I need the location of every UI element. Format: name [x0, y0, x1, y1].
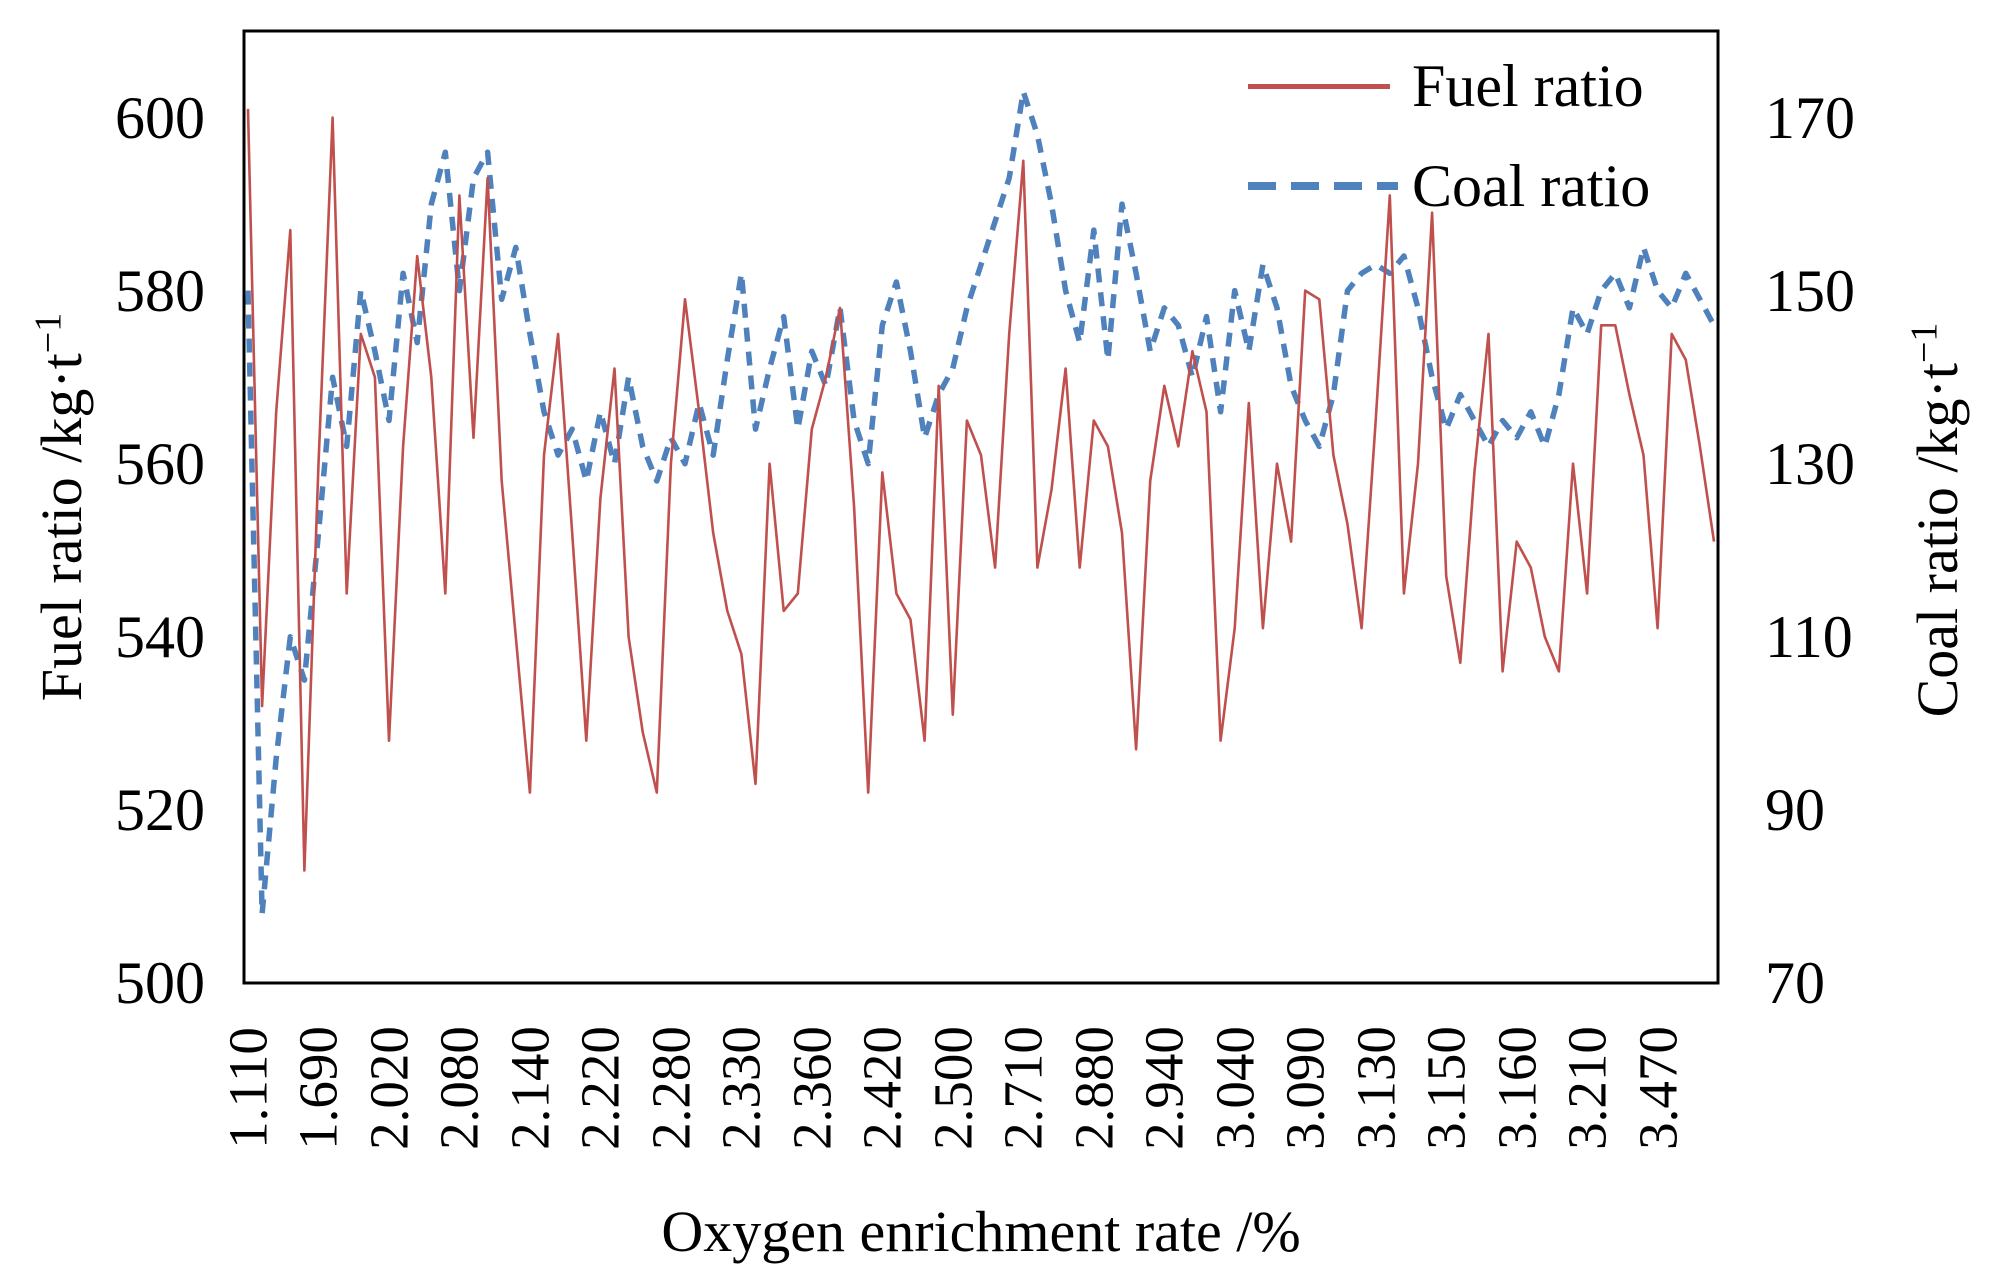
x-axis-tick-label: 3.210: [1556, 1026, 1618, 1150]
right-y-axis-tick-label: 170: [1765, 84, 1855, 151]
left-y-axis-title: Fuel ratio /kg·t−1: [28, 313, 94, 701]
plot-area-border: [242, 29, 1720, 985]
x-axis-tick-label: 2.330: [710, 1026, 772, 1150]
x-axis-tick-label: 3.130: [1345, 1026, 1407, 1150]
right-y-axis-tick-label: 110: [1765, 603, 1853, 670]
coal-ratio-line: [245, 88, 1717, 917]
x-axis-tick-label: 2.880: [1063, 1026, 1125, 1150]
x-axis-tick-label: 3.150: [1415, 1026, 1477, 1150]
left-y-axis-tick-label: 500: [115, 950, 205, 1016]
coal-ratio-legend-label: Coal ratio: [1412, 153, 1651, 219]
fuel-ratio-legend-line: [1248, 84, 1390, 89]
left-y-axis-title-text: Fuel ratio /kg·t: [29, 353, 94, 702]
right-y-axis-tick-label: 150: [1765, 257, 1855, 324]
x-axis-title: Oxygen enrichment rate /%: [661, 1199, 1301, 1264]
x-axis-tick-label: 2.420: [851, 1026, 913, 1150]
x-axis-tick-label: 3.160: [1486, 1026, 1548, 1150]
x-axis-tick-label: 2.710: [992, 1026, 1054, 1150]
fuel-ratio-line: [246, 108, 1716, 872]
right-y-axis-tick-label: 90: [1765, 776, 1825, 843]
fuel-ratio-legend-label: Fuel ratio: [1412, 53, 1644, 119]
x-axis-tick-label: 2.280: [640, 1026, 702, 1150]
x-axis-tick-label: 3.470: [1627, 1026, 1689, 1150]
right-y-axis-title-text: Coal ratio /kg·t: [1905, 363, 1970, 718]
x-axis-tick-label: 2.220: [569, 1026, 631, 1150]
right-y-axis-title-superscript: −1: [1903, 322, 1946, 364]
x-axis-tick-label: 3.090: [1274, 1026, 1336, 1150]
left-y-axis-tick-label: 600: [115, 84, 205, 151]
x-axis-tick-label: 1.690: [287, 1026, 349, 1150]
x-axis-tick-label: 1.110: [217, 1027, 279, 1149]
right-y-axis-tick-label: 130: [1765, 430, 1855, 497]
x-axis-tick-label: 2.080: [428, 1026, 490, 1150]
x-axis-tick-label: 2.020: [358, 1026, 420, 1150]
left-y-axis-tick-label: 580: [115, 257, 205, 324]
left-y-axis-tick-label: 520: [115, 776, 205, 843]
x-axis-tick-label: 2.500: [922, 1026, 984, 1150]
left-y-axis-title-superscript: −1: [27, 312, 70, 354]
x-axis-tick-label: 3.040: [1204, 1026, 1266, 1150]
x-axis-tick-label: 2.140: [499, 1026, 561, 1150]
right-y-axis-tick-label: 70: [1765, 950, 1825, 1016]
left-y-axis-tick-label: 560: [115, 430, 205, 497]
x-axis-tick-label: 2.940: [1133, 1026, 1195, 1150]
x-axis-tick-label: 2.360: [781, 1026, 843, 1150]
coal-ratio-legend-dashed-line: [1248, 182, 1398, 190]
right-y-axis-title: Coal ratio /kg·t−1: [1904, 323, 1970, 718]
left-y-axis-tick-label: 540: [115, 603, 205, 670]
